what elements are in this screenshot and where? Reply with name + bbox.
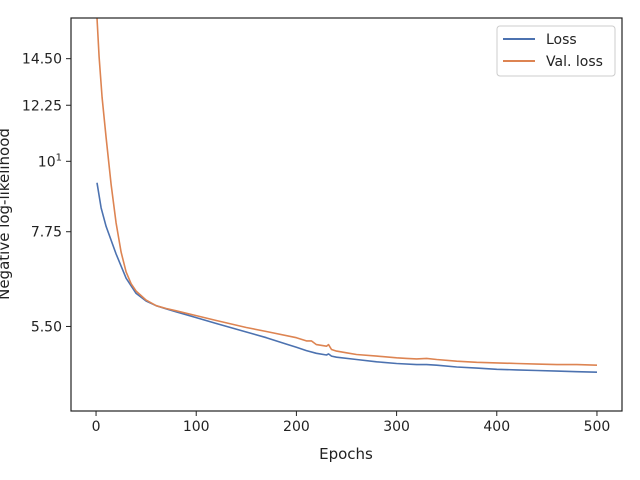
series-layer — [96, 17, 598, 373]
y-tick-label: 101 — [38, 152, 62, 170]
y-tick-label: 7.75 — [31, 225, 62, 241]
x-tick-label: 0 — [92, 419, 101, 435]
x-tick-label: 200 — [283, 419, 310, 435]
x-tick-label: 300 — [383, 419, 410, 435]
y-tick-label: 12.25 — [22, 98, 62, 114]
y-tick-label: 5.50 — [31, 319, 62, 335]
y-axis-label: Negative log-likelihood — [0, 128, 13, 300]
x-tick-label: 400 — [483, 419, 510, 435]
legend: Loss Val. loss — [496, 25, 616, 77]
series-line-loss — [96, 182, 598, 373]
x-tick-label: 100 — [183, 419, 210, 435]
x-axis: 0 100 200 300 400 500 — [92, 411, 611, 435]
plot-frame — [70, 17, 623, 412]
y-axis: 5.50 7.75 101 12.25 14.50 — [22, 52, 71, 335]
x-tick-label: 500 — [584, 419, 611, 435]
legend-label: Loss — [546, 32, 577, 48]
y-tick-label: 14.50 — [22, 52, 62, 68]
series-line-val-loss — [96, 17, 598, 366]
x-axis-label: Epochs — [319, 445, 373, 463]
legend-label: Val. loss — [546, 54, 603, 70]
